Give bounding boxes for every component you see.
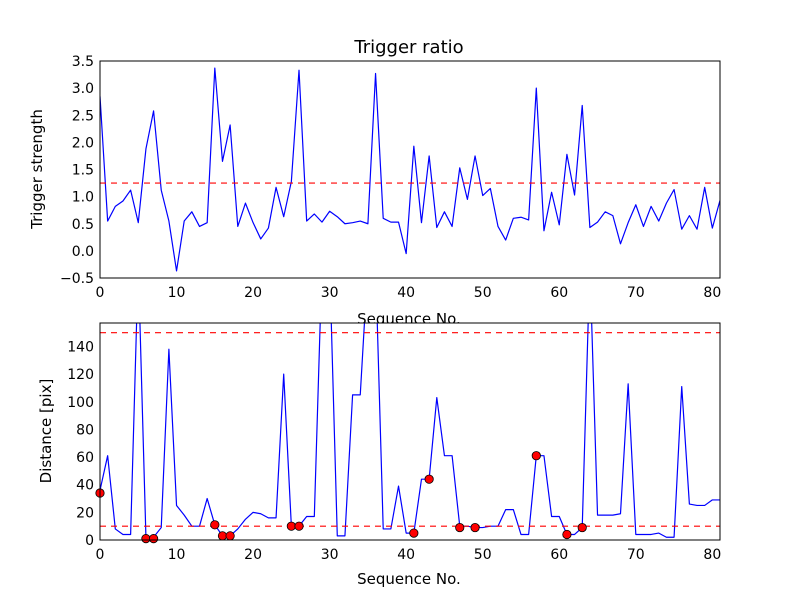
y-tick-label: 3.0	[72, 81, 94, 97]
x-tick-label: 70	[627, 547, 645, 563]
data-point-marker	[141, 534, 151, 544]
x-tick-label: 0	[96, 547, 105, 563]
x-tick-label: 0	[96, 285, 105, 301]
y-tick-label: 2.5	[72, 108, 94, 124]
data-point-marker	[409, 528, 419, 538]
axes-frame	[99, 322, 721, 541]
y-tick-label: 120	[67, 367, 94, 383]
y-tick-label: 3.5	[72, 54, 94, 70]
data-point-marker	[286, 521, 296, 531]
data-point-marker	[294, 521, 304, 531]
chart-distance: Distance [pix] Sequence No. 0 10 20 30 40 50 6…	[37, 322, 721, 588]
plot-background	[100, 61, 720, 278]
x-axis-label: Sequence No.	[357, 570, 461, 588]
y-axis-label: Distance [pix]	[37, 379, 55, 484]
data-point-marker	[217, 531, 228, 541]
x-tick-label: 10	[168, 547, 186, 563]
y-tick-label: 80	[76, 422, 94, 438]
y-axis-label: Trigger strength	[28, 109, 46, 230]
x-tick-label: 60	[550, 547, 568, 563]
data-point-marker	[210, 520, 220, 530]
data-point-marker	[577, 522, 587, 533]
axes-frame	[99, 60, 721, 279]
tick-labels: 0 10 20 30 40 50 60 70 80 −0.5 0.0 0.5 1.0 1.5 2.0 2.5 3…	[60, 54, 721, 301]
data-point-marker	[225, 531, 235, 541]
data-point-marker	[562, 529, 572, 540]
x-tick-label: 20	[244, 285, 262, 301]
x-tick-label: 10	[168, 285, 186, 301]
chart-trigger-ratio: Trigger ratio Trigger strength Sequence …	[28, 37, 721, 328]
x-tick-label: 30	[321, 547, 339, 563]
data-point-marker	[148, 534, 159, 544]
y-tick-label: 0	[85, 533, 94, 549]
y-tick-label: 2.0	[72, 135, 94, 151]
y-tick-label: 40	[76, 478, 94, 494]
y-tick-label: 20	[76, 505, 94, 521]
chart-title: Trigger ratio	[353, 37, 463, 58]
x-tick-label: 30	[321, 285, 339, 301]
x-tick-label: 40	[397, 547, 415, 563]
plot-area	[95, 322, 721, 544]
y-tick-label: 1.0	[72, 190, 94, 206]
x-tick-label: 50	[474, 547, 492, 563]
x-tick-label: 80	[703, 285, 721, 301]
y-tick-label: 0.0	[72, 244, 94, 260]
y-tick-label: 1.5	[72, 163, 94, 179]
x-tick-label: 60	[550, 285, 568, 301]
y-tick-label: 0.5	[72, 217, 94, 233]
data-point-marker	[531, 451, 541, 461]
x-tick-label: 20	[244, 547, 262, 563]
data-point-marker	[424, 474, 434, 484]
plot-area	[99, 60, 721, 279]
data-point-marker	[455, 522, 465, 533]
y-tick-label: 140	[67, 339, 94, 355]
x-tick-label: 40	[397, 285, 415, 301]
y-tick-label: 100	[67, 395, 94, 411]
y-tick-label: −0.5	[60, 271, 94, 287]
x-tick-label: 70	[627, 285, 645, 301]
y-tick-label: 60	[76, 450, 94, 466]
x-tick-label: 80	[703, 547, 721, 563]
data-point-marker	[470, 522, 480, 533]
x-tick-label: 50	[474, 285, 492, 301]
plot-background	[100, 323, 720, 540]
series-line	[100, 67, 720, 272]
